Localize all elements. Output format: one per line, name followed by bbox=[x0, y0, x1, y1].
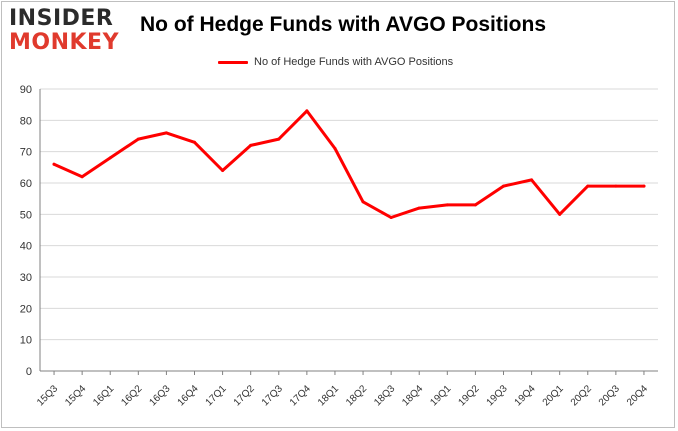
y-tick-label: 0 bbox=[26, 366, 32, 378]
data-point bbox=[389, 215, 393, 219]
y-tick-label: 90 bbox=[20, 84, 32, 96]
data-point bbox=[558, 212, 562, 216]
data-point bbox=[417, 206, 421, 210]
x-tick-label: 20Q3 bbox=[597, 383, 622, 408]
y-tick-label: 20 bbox=[20, 303, 32, 315]
legend-label: No of Hedge Funds with AVGO Positions bbox=[254, 56, 454, 68]
x-tick-label: 19Q4 bbox=[513, 383, 538, 408]
data-point bbox=[277, 137, 281, 141]
chart-legend: No of Hedge Funds with AVGO Positions bbox=[218, 56, 453, 68]
x-tick-label: 20Q2 bbox=[569, 383, 594, 408]
data-point bbox=[52, 162, 56, 166]
y-tick-label: 40 bbox=[20, 241, 32, 253]
data-point bbox=[530, 178, 534, 182]
insider-monkey-logo: INSIDER MONKEY bbox=[9, 8, 127, 54]
y-tick-label: 50 bbox=[20, 209, 32, 221]
y-tick-label: 70 bbox=[20, 147, 32, 159]
x-tick-label: 18Q2 bbox=[344, 383, 369, 408]
x-tick-label: 20Q4 bbox=[625, 383, 650, 408]
x-tick-label: 16Q2 bbox=[119, 383, 144, 408]
x-tick-label: 17Q3 bbox=[260, 383, 285, 408]
x-tick-label: 19Q2 bbox=[456, 383, 481, 408]
logo-word-bottom: MONKEY bbox=[9, 30, 120, 55]
data-point bbox=[136, 137, 140, 141]
data-point bbox=[473, 203, 477, 207]
y-tick-label: 60 bbox=[20, 178, 32, 190]
x-tick-label: 19Q1 bbox=[428, 383, 453, 408]
data-point bbox=[502, 184, 505, 188]
data-point bbox=[164, 131, 168, 135]
y-tick-label: 80 bbox=[20, 115, 32, 127]
x-tick-label: 15Q3 bbox=[35, 383, 60, 408]
x-tick-label: 17Q1 bbox=[204, 383, 229, 408]
series-line bbox=[52, 109, 646, 219]
y-tick-label: 10 bbox=[20, 335, 32, 347]
x-tick-label: 20Q1 bbox=[541, 383, 566, 408]
data-point bbox=[361, 200, 365, 204]
x-tick-label: 17Q4 bbox=[288, 383, 313, 408]
data-point bbox=[221, 168, 225, 172]
data-point bbox=[642, 184, 646, 188]
data-point bbox=[445, 203, 449, 207]
x-tick-label: 19Q3 bbox=[485, 383, 510, 408]
x-tick-label: 18Q3 bbox=[372, 383, 397, 408]
data-point bbox=[586, 184, 590, 188]
x-tick-label: 16Q3 bbox=[147, 383, 172, 408]
data-point bbox=[333, 147, 337, 151]
chart-title: No of Hedge Funds with AVGO Positions bbox=[140, 13, 546, 36]
x-tick-label: 16Q1 bbox=[91, 383, 116, 408]
data-point bbox=[614, 184, 618, 188]
data-point bbox=[193, 140, 196, 144]
x-tick-label: 18Q4 bbox=[400, 383, 425, 408]
legend-swatch bbox=[218, 60, 248, 64]
data-point bbox=[249, 143, 253, 147]
data-point bbox=[80, 175, 84, 179]
data-point bbox=[305, 109, 309, 113]
x-tick-label: 16Q4 bbox=[176, 383, 201, 408]
x-tick-label: 15Q4 bbox=[63, 383, 88, 408]
y-tick-label: 30 bbox=[20, 272, 32, 284]
x-tick-label: 17Q2 bbox=[232, 383, 257, 408]
x-tick-label: 18Q1 bbox=[316, 383, 341, 408]
data-point bbox=[108, 156, 112, 160]
logo-word-top: INSIDER bbox=[9, 6, 114, 31]
